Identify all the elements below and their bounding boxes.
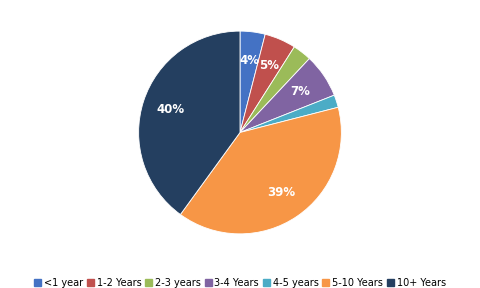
Wedge shape [139, 31, 240, 215]
Wedge shape [180, 107, 341, 234]
Wedge shape [240, 47, 310, 132]
Text: 40%: 40% [156, 103, 185, 116]
Legend: <1 year, 1-2 Years, 2-3 years, 3-4 Years, 4-5 years, 5-10 Years, 10+ Years: <1 year, 1-2 Years, 2-3 years, 3-4 Years… [32, 276, 448, 288]
Text: 7%: 7% [290, 85, 310, 98]
Text: 39%: 39% [267, 186, 295, 199]
Wedge shape [240, 58, 334, 132]
Wedge shape [240, 95, 338, 132]
Wedge shape [240, 34, 294, 132]
Text: 5%: 5% [259, 59, 279, 72]
Wedge shape [240, 31, 265, 132]
Text: 4%: 4% [239, 54, 259, 67]
